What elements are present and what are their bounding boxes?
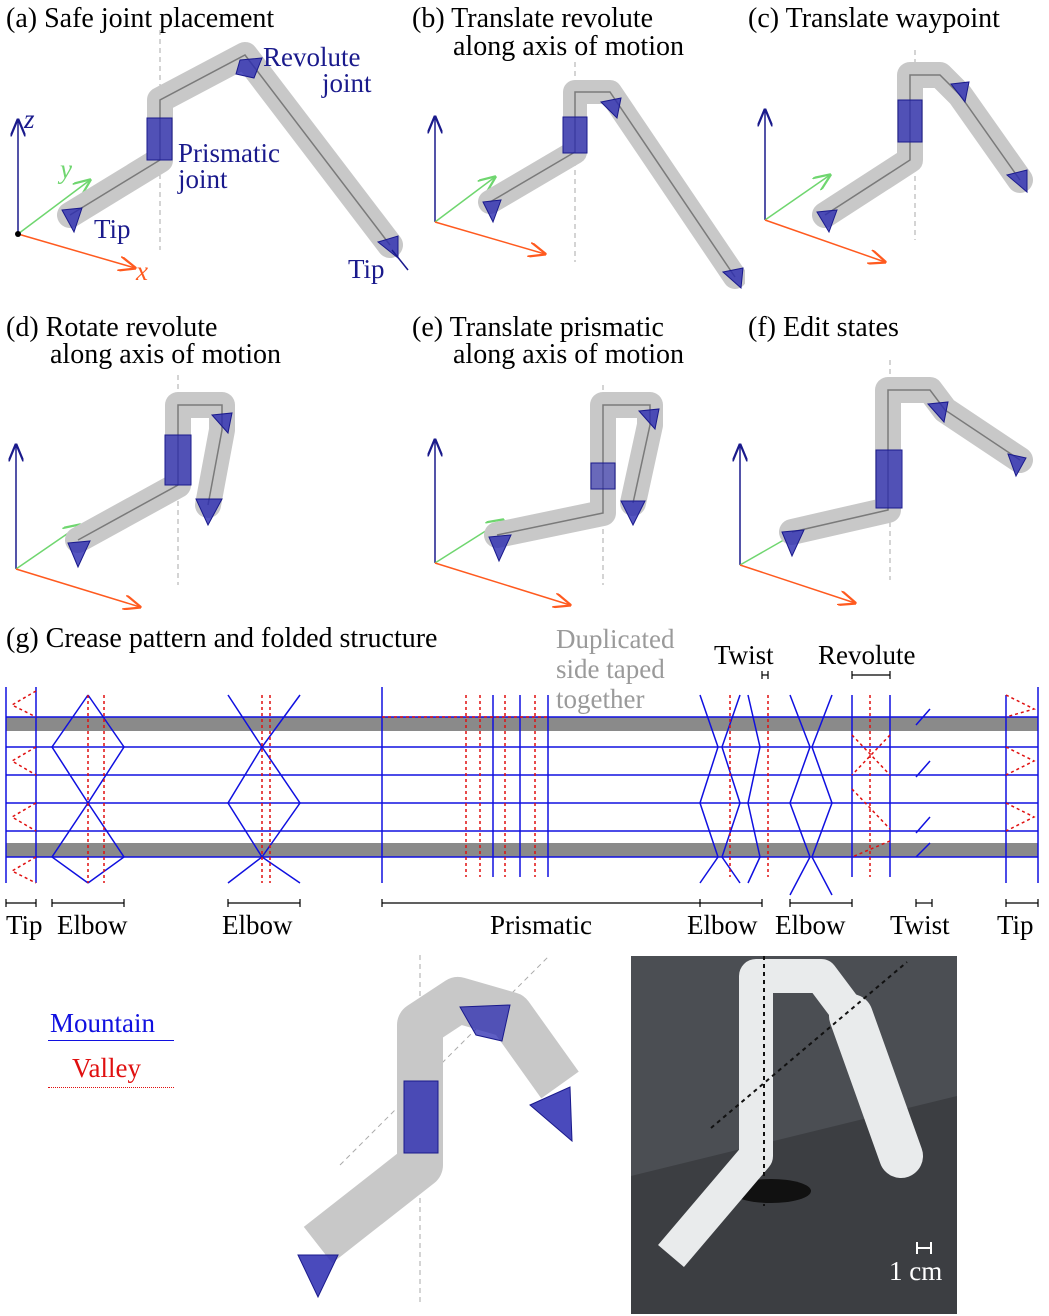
revolute-top-label: Revolute (818, 640, 916, 670)
bottom-label-prismatic: Prismatic (490, 910, 592, 940)
axis-z-label: z (24, 104, 35, 134)
bottom-label-elbow-1: Elbow (57, 910, 128, 940)
bottom-label-elbow-2: Elbow (222, 910, 293, 940)
panel-d-title: (d) Rotate revolute (6, 312, 218, 343)
prismatic-joint-label-2: joint (178, 164, 228, 194)
crease-pattern (5, 671, 1039, 907)
panel-f-title: (f) Edit states (748, 312, 899, 343)
legend-valley-line (48, 1087, 174, 1088)
revolute-joint-label: Revolute (263, 42, 361, 72)
duplicated-side-label-1: Duplicated (556, 624, 675, 654)
bottom-label-twist: Twist (890, 910, 950, 940)
legend-mountain: Mountain (50, 1008, 155, 1038)
legend-valley: Valley (72, 1053, 141, 1083)
panel-a-title: (a) Safe joint placement (6, 3, 275, 34)
duplicated-side-label-3: together (556, 684, 645, 714)
tip-label-right: Tip (348, 254, 385, 284)
panel-b-title: (b) Translate revolute (412, 3, 654, 34)
legend-mountain-line (48, 1040, 174, 1041)
bottom-label-tip-2: Tip (997, 910, 1034, 940)
twist-top-label: Twist (714, 640, 774, 670)
panel-c-figure (755, 50, 1033, 300)
axis-y-label: y (60, 154, 72, 184)
panel-d-figure (0, 375, 235, 610)
tip-label-left: Tip (94, 214, 131, 244)
panel-a-figure (0, 30, 409, 290)
prismatic-joint-label: Prismatic (178, 138, 280, 168)
folded-structure-render (297, 955, 579, 1305)
panel-b-figure (425, 62, 745, 290)
panel-e-figure (425, 385, 663, 613)
panel-b-subtitle: along axis of motion (453, 31, 684, 62)
panel-c-title: (c) Translate waypoint (748, 3, 1000, 34)
bottom-label-tip-1: Tip (6, 910, 43, 940)
axis-x-label: x (136, 256, 148, 286)
panel-d-subtitle: along axis of motion (50, 339, 281, 370)
scale-bar-label: 1 cm (889, 1256, 943, 1286)
bottom-label-elbow-3: Elbow (687, 910, 758, 940)
folded-structure-photo: 1 cm (631, 956, 957, 1314)
panel-f-figure (730, 360, 1033, 610)
panel-g-title: (g) Crease pattern and folded structure (6, 623, 438, 654)
bottom-label-elbow-4: Elbow (775, 910, 846, 940)
panel-e-subtitle: along axis of motion (453, 339, 684, 370)
panel-e-title: (e) Translate prismatic (412, 312, 664, 343)
revolute-joint-label-2: joint (322, 68, 372, 98)
duplicated-side-label-2: side taped (556, 654, 665, 684)
